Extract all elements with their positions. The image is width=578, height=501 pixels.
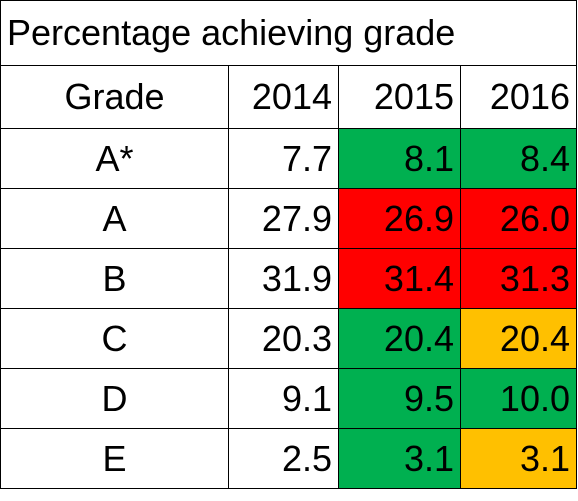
value-2016-cell: 31.3 [460, 248, 577, 309]
table-row: A* 7.7 8.1 8.4 [0, 128, 577, 189]
value-2016-cell: 26.0 [460, 188, 577, 249]
value-2015-cell: 3.1 [338, 428, 461, 489]
value-2015-cell: 9.5 [338, 368, 461, 429]
value-2014-cell: 9.1 [228, 368, 339, 429]
header-2014: 2014 [228, 65, 339, 129]
header-2016: 2016 [460, 65, 577, 129]
grade-percentage-table: Percentage achieving grade Grade 2014 20… [0, 0, 577, 489]
header-grade: Grade [0, 65, 229, 129]
value-2014-cell: 7.7 [228, 128, 339, 189]
value-2014-cell: 31.9 [228, 248, 339, 309]
header-2015: 2015 [338, 65, 461, 129]
value-2015-cell: 26.9 [338, 188, 461, 249]
value-2016-cell: 10.0 [460, 368, 577, 429]
table-row: C 20.3 20.4 20.4 [0, 308, 577, 369]
value-2015-cell: 31.4 [338, 248, 461, 309]
grade-cell: B [0, 248, 229, 309]
value-2015-cell: 20.4 [338, 308, 461, 369]
table-title: Percentage achieving grade [0, 0, 577, 66]
value-2016-cell: 8.4 [460, 128, 577, 189]
header-row: Grade 2014 2015 2016 [0, 65, 577, 129]
value-2014-cell: 2.5 [228, 428, 339, 489]
table-row: D 9.1 9.5 10.0 [0, 368, 577, 429]
grade-cell: A* [0, 128, 229, 189]
grade-cell: D [0, 368, 229, 429]
grade-cell: A [0, 188, 229, 249]
value-2015-cell: 8.1 [338, 128, 461, 189]
grade-cell: C [0, 308, 229, 369]
table-row: B 31.9 31.4 31.3 [0, 248, 577, 309]
value-2014-cell: 20.3 [228, 308, 339, 369]
title-row: Percentage achieving grade [0, 0, 577, 66]
table-row: E 2.5 3.1 3.1 [0, 428, 577, 489]
value-2016-cell: 3.1 [460, 428, 577, 489]
value-2016-cell: 20.4 [460, 308, 577, 369]
value-2014-cell: 27.9 [228, 188, 339, 249]
table-row: A 27.9 26.9 26.0 [0, 188, 577, 249]
grade-cell: E [0, 428, 229, 489]
